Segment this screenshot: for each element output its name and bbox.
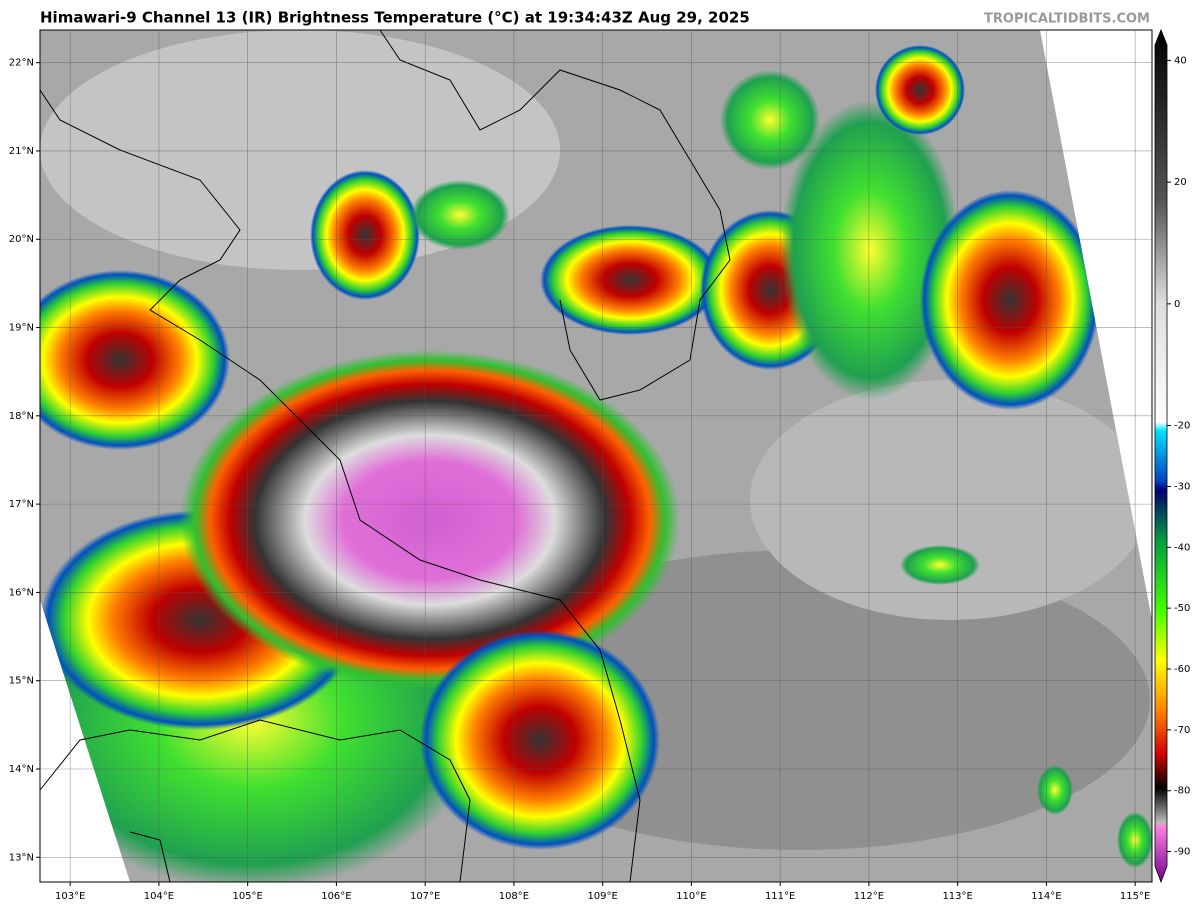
x-tick-label: 104°E bbox=[144, 891, 174, 902]
colorbar-tick-label: -50 bbox=[1174, 603, 1190, 614]
map-title: Himawari-9 Channel 13 (IR) Brightness Te… bbox=[40, 9, 750, 27]
x-tick-label: 114°E bbox=[1031, 891, 1061, 902]
x-tick-label: 113°E bbox=[942, 891, 972, 902]
y-tick-label: 19°N bbox=[9, 323, 34, 334]
x-tick-label: 107°E bbox=[410, 891, 440, 902]
y-tick-label: 17°N bbox=[9, 499, 34, 510]
colorbar-tick-label: -70 bbox=[1174, 725, 1190, 736]
y-tick-label: 22°N bbox=[9, 58, 34, 69]
watermark: TROPICALTIDBITS.COM bbox=[984, 12, 1150, 27]
x-tick-label: 112°E bbox=[854, 891, 884, 902]
colorbar-tick-label: -60 bbox=[1174, 664, 1190, 675]
x-tick-label: 108°E bbox=[499, 891, 529, 902]
x-tick-label: 105°E bbox=[232, 891, 262, 902]
colorbar-tick-label: -90 bbox=[1174, 847, 1190, 858]
x-tick-label: 103°E bbox=[55, 891, 85, 902]
y-tick-label: 14°N bbox=[9, 764, 34, 775]
y-tick-label: 13°N bbox=[9, 852, 34, 863]
map-border bbox=[39, 29, 1153, 883]
colorbar-tick-label: 20 bbox=[1174, 177, 1187, 188]
y-tick-label: 21°N bbox=[9, 146, 34, 157]
colorbar-tick-label: -20 bbox=[1174, 421, 1190, 432]
colorbar-tick-label: -30 bbox=[1174, 481, 1190, 492]
satellite-imagery bbox=[40, 30, 1152, 882]
colorbar-tick-label: 40 bbox=[1174, 55, 1187, 66]
x-tick-label: 115°E bbox=[1120, 891, 1150, 902]
x-tick-label: 110°E bbox=[676, 891, 706, 902]
colorbar-tick-label: -80 bbox=[1174, 786, 1190, 797]
x-tick-label: 111°E bbox=[765, 891, 795, 902]
colorbar-tick-label: -40 bbox=[1174, 542, 1190, 553]
y-tick-label: 15°N bbox=[9, 676, 34, 687]
y-tick-label: 18°N bbox=[9, 411, 34, 422]
coastlines bbox=[39, 29, 731, 883]
y-tick-label: 16°N bbox=[9, 587, 34, 598]
colorbar-tick-label: 0 bbox=[1174, 299, 1180, 310]
x-tick-label: 109°E bbox=[587, 891, 617, 902]
colorbar bbox=[1154, 28, 1168, 884]
x-tick-label: 106°E bbox=[321, 891, 351, 902]
y-tick-label: 20°N bbox=[9, 234, 34, 245]
